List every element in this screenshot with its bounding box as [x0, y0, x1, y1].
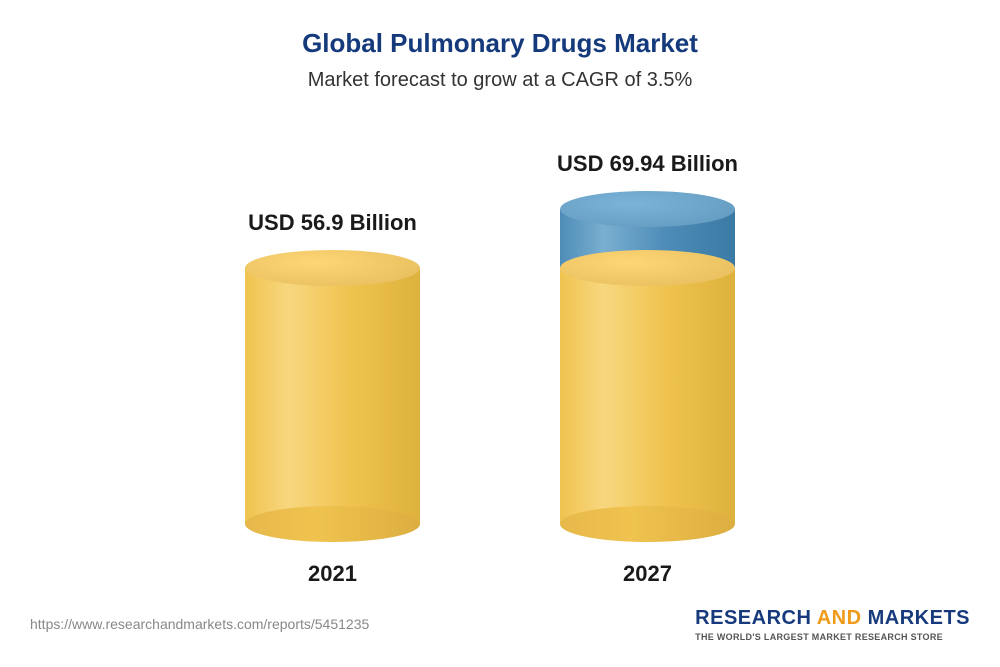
bar-category-label: 2021 — [233, 561, 433, 587]
logo-text-research: RESEARCH — [695, 607, 811, 629]
cylinder-top-ellipse — [245, 250, 420, 286]
footer: https://www.researchandmarkets.com/repor… — [0, 599, 1000, 649]
cylinder-top-ellipse — [560, 250, 735, 286]
bar-value-label: USD 56.9 Billion — [183, 210, 483, 236]
chart-title: Global Pulmonary Drugs Market — [0, 0, 1000, 59]
cylinder-bar: USD 69.94 Billion2027 — [560, 191, 735, 542]
logo-text-and: AND — [811, 607, 867, 629]
logo-text-markets: MARKETS — [868, 607, 970, 629]
bar-category-label: 2027 — [548, 561, 748, 587]
cylinder-bottom-ellipse — [245, 506, 420, 542]
cylinder-segment-body — [245, 268, 420, 524]
brand-logo: RESEARCH AND MARKETS THE WORLD'S LARGEST… — [695, 607, 970, 642]
cylinder-segment-body — [560, 268, 735, 524]
cylinder-bar: USD 56.9 Billion2021 — [245, 250, 420, 542]
source-url: https://www.researchandmarkets.com/repor… — [30, 616, 369, 632]
chart-area: USD 56.9 Billion2021 USD 69.94 Billion202… — [0, 122, 1000, 542]
bar-value-label: USD 69.94 Billion — [498, 151, 798, 177]
logo-tagline: THE WORLD'S LARGEST MARKET RESEARCH STOR… — [695, 632, 970, 642]
cylinder-bottom-ellipse — [560, 506, 735, 542]
chart-subtitle: Market forecast to grow at a CAGR of 3.5… — [0, 59, 1000, 92]
